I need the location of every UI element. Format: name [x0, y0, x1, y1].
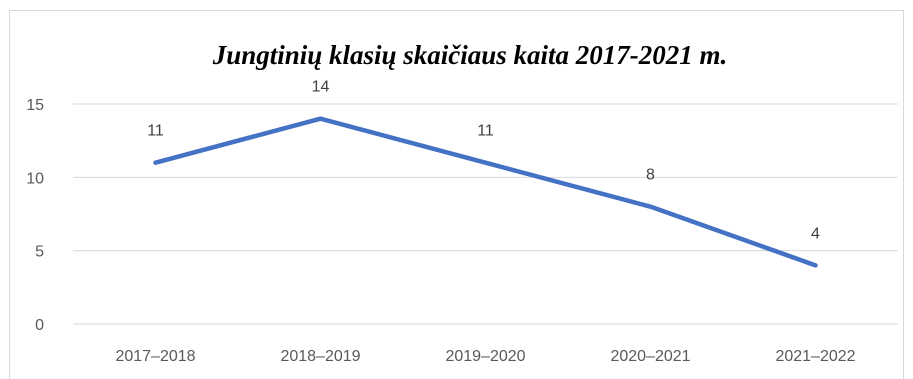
data-labels: 11 14 11 8 4: [147, 79, 820, 243]
data-point: [153, 160, 158, 165]
y-tick-label: 15: [26, 97, 44, 114]
data-point: [813, 263, 818, 268]
y-tick-label: 10: [26, 170, 44, 187]
x-tick-label: 2019–2020: [445, 348, 525, 365]
gridlines: [73, 103, 898, 325]
chart-frame: [9, 10, 904, 379]
data-label: 14: [312, 79, 330, 96]
data-point: [648, 204, 653, 209]
data-point: [483, 160, 488, 165]
y-tick-label: 0: [35, 317, 44, 334]
series-line: [153, 116, 818, 268]
series-line-path: [153, 116, 818, 268]
data-label: 4: [811, 225, 820, 242]
y-tick-label: 5: [35, 244, 44, 261]
chart-title: Jungtinių klasių skaičiaus kaita 2017-20…: [212, 40, 728, 70]
x-axis-ticks: 2017–2018 2018–2019 2019–2020 2020–2021 2021…: [115, 348, 855, 365]
x-tick-label: 2021–2022: [775, 348, 855, 365]
x-tick-label: 2018–2019: [280, 348, 360, 365]
data-label: 11: [147, 123, 164, 140]
data-point: [318, 116, 323, 121]
y-axis-ticks: 0 5 10 15: [26, 97, 44, 334]
x-tick-label: 2017–2018: [115, 348, 195, 365]
data-label: 8: [646, 167, 655, 184]
data-label: 11: [477, 123, 494, 140]
x-tick-label: 2020–2021: [610, 348, 690, 365]
